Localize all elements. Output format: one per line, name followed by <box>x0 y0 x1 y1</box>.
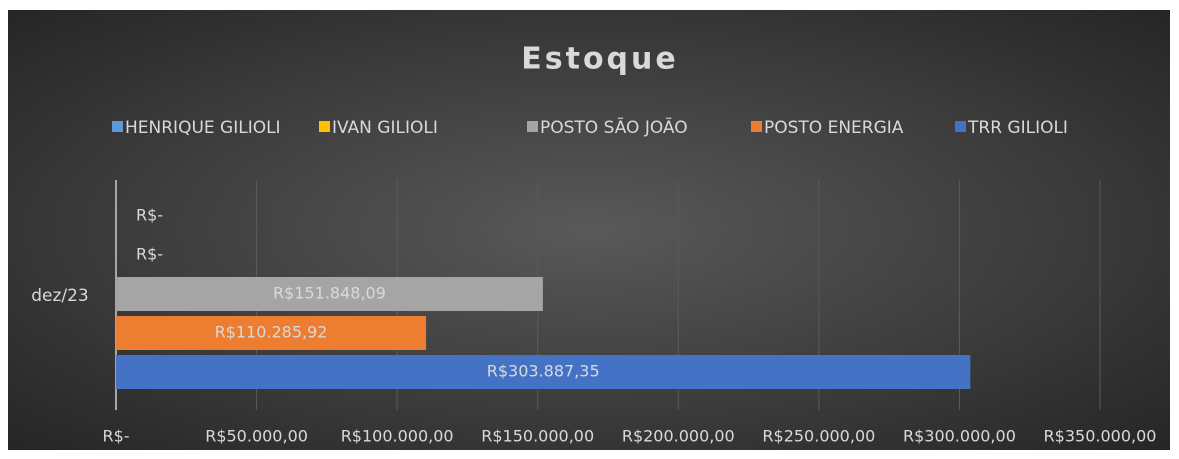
data-label: R$151.848,09 <box>273 284 386 303</box>
legend-label: IVAN GILIOLI <box>332 118 438 138</box>
y-tick-label: dez/23 <box>31 286 89 306</box>
bar <box>116 316 427 350</box>
data-label: R$- <box>136 245 163 264</box>
x-tick-label: R$300.000,00 <box>903 427 1016 446</box>
x-tick-label: R$200.000,00 <box>622 427 735 446</box>
x-tick-label: R$350.000,00 <box>1044 427 1157 446</box>
data-label: R$110.285,92 <box>215 323 328 342</box>
data-label: R$- <box>136 206 163 225</box>
legend-label: POSTO SÃO JOÃO <box>540 116 688 138</box>
x-tick-label: R$250.000,00 <box>762 427 875 446</box>
legend-swatch <box>527 121 538 132</box>
bar <box>116 355 971 389</box>
legend-label: POSTO ENERGIA <box>764 118 904 138</box>
legend-swatch <box>112 121 123 132</box>
legend-swatch <box>955 121 966 132</box>
x-tick-label: R$150.000,00 <box>481 427 594 446</box>
legend-label: TRR GILIOLI <box>967 118 1068 138</box>
data-label: R$303.887,35 <box>487 362 600 381</box>
x-tick-label: R$- <box>102 427 129 446</box>
legend-swatch <box>319 121 330 132</box>
bar <box>116 277 543 311</box>
legend-label: HENRIQUE GILIOLI <box>125 118 281 138</box>
x-tick-label: R$100.000,00 <box>341 427 454 446</box>
legend-swatch <box>751 121 762 132</box>
chart-title: Estoque <box>521 42 678 77</box>
x-tick-label: R$50.000,00 <box>205 427 308 446</box>
